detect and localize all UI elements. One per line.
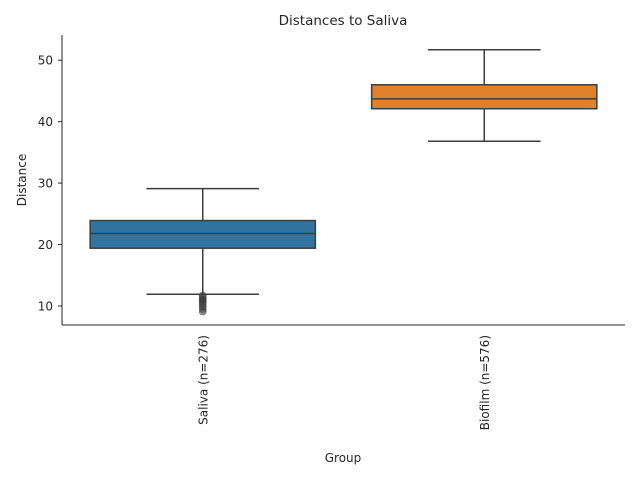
- y-tick-labels: 10 20 30 40 50: [38, 53, 62, 313]
- x-tick-label: Saliva (n=276): [196, 335, 210, 425]
- box-group-1: [89, 187, 317, 316]
- y-tick-label: 10: [38, 299, 53, 313]
- outlier-point: [198, 307, 207, 316]
- y-axis-label: Distance: [15, 154, 29, 206]
- chart-title: Distances to Saliva: [279, 13, 408, 29]
- x-tick-label: Biofilm (n=576): [478, 335, 492, 430]
- iqr-box: [370, 84, 598, 110]
- y-tick-label: 40: [38, 115, 53, 129]
- y-tick-label: 30: [38, 176, 53, 190]
- box-group-2: [370, 48, 598, 143]
- y-tick-label: 50: [38, 53, 53, 67]
- x-axis-label: Group: [325, 451, 362, 465]
- y-tick-label: 20: [38, 238, 53, 252]
- x-tick-labels: Saliva (n=276) Biofilm (n=576): [196, 335, 492, 430]
- iqr-box: [89, 219, 317, 249]
- plot-area: [89, 48, 598, 316]
